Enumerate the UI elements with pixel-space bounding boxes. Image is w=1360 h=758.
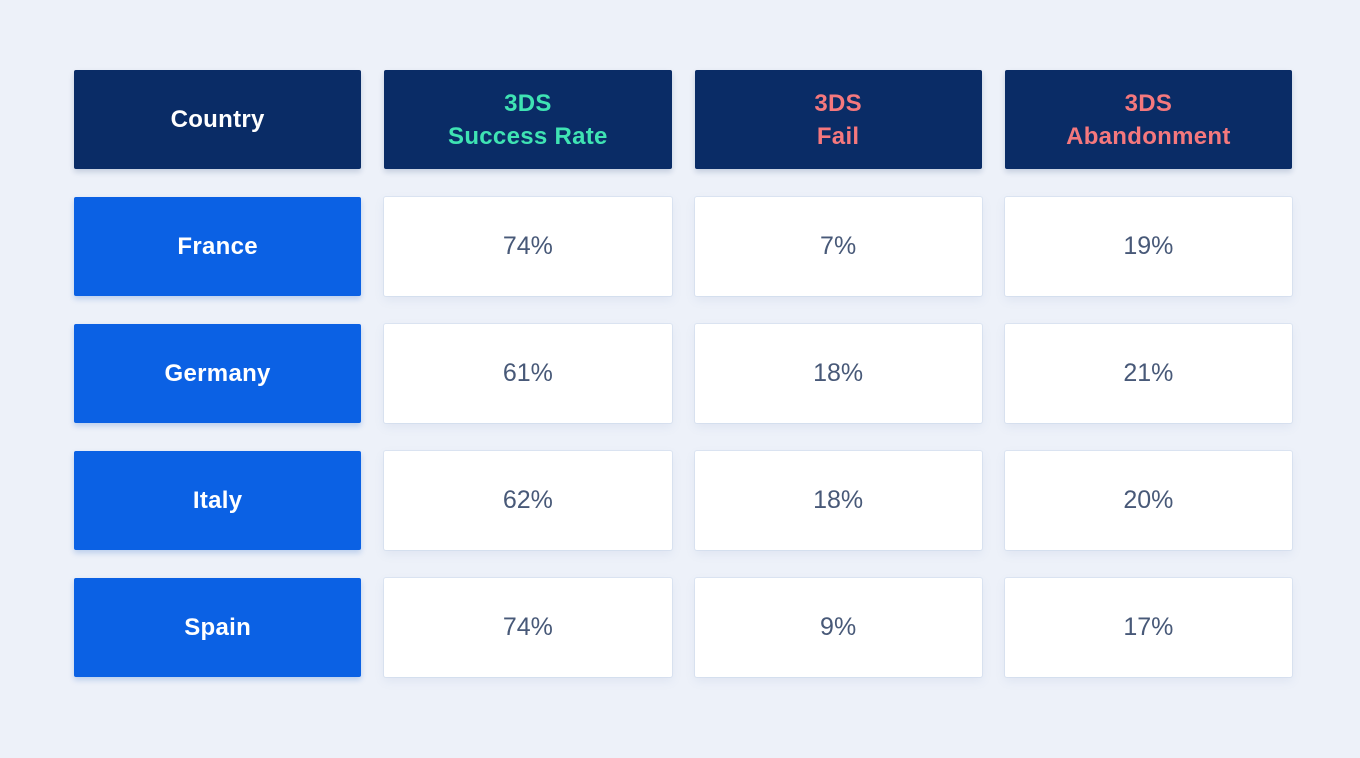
header-line: 3DS — [814, 89, 862, 117]
value-cell-germany-fail: 18% — [694, 324, 982, 423]
value-cell-germany-abandonment: 21% — [1004, 324, 1292, 423]
country-cell-italy: Italy — [74, 451, 362, 550]
header-line: Fail — [816, 122, 860, 150]
value-cell-france-success: 74% — [384, 197, 672, 296]
table-grid: Country 3DS Success Rate 3DS Fail 3DS Ab… — [74, 70, 1292, 677]
value-cell-italy-success: 62% — [384, 451, 672, 550]
value-cell-spain-fail: 9% — [694, 578, 982, 677]
header-line: Success Rate — [448, 122, 608, 150]
header-line: Country — [170, 106, 265, 133]
column-header-country: Country — [74, 70, 362, 169]
value-cell-germany-success: 61% — [384, 324, 672, 423]
country-cell-france: France — [74, 197, 362, 296]
column-header-3ds-abandonment: 3DS Abandonment — [1004, 70, 1292, 169]
value-cell-italy-abandonment: 20% — [1004, 451, 1292, 550]
value-cell-spain-abandonment: 17% — [1004, 578, 1292, 677]
country-cell-spain: Spain — [74, 578, 362, 677]
column-header-3ds-success-rate: 3DS Success Rate — [384, 70, 672, 169]
column-header-3ds-fail: 3DS Fail — [694, 70, 982, 169]
header-line: Abandonment — [1066, 122, 1231, 150]
value-cell-italy-fail: 18% — [694, 451, 982, 550]
value-cell-france-abandonment: 19% — [1004, 197, 1292, 296]
value-cell-france-fail: 7% — [694, 197, 982, 296]
header-line: 3DS — [1124, 89, 1173, 117]
value-cell-spain-success: 74% — [384, 578, 672, 677]
country-cell-germany: Germany — [74, 324, 362, 423]
header-line: 3DS — [504, 89, 552, 117]
